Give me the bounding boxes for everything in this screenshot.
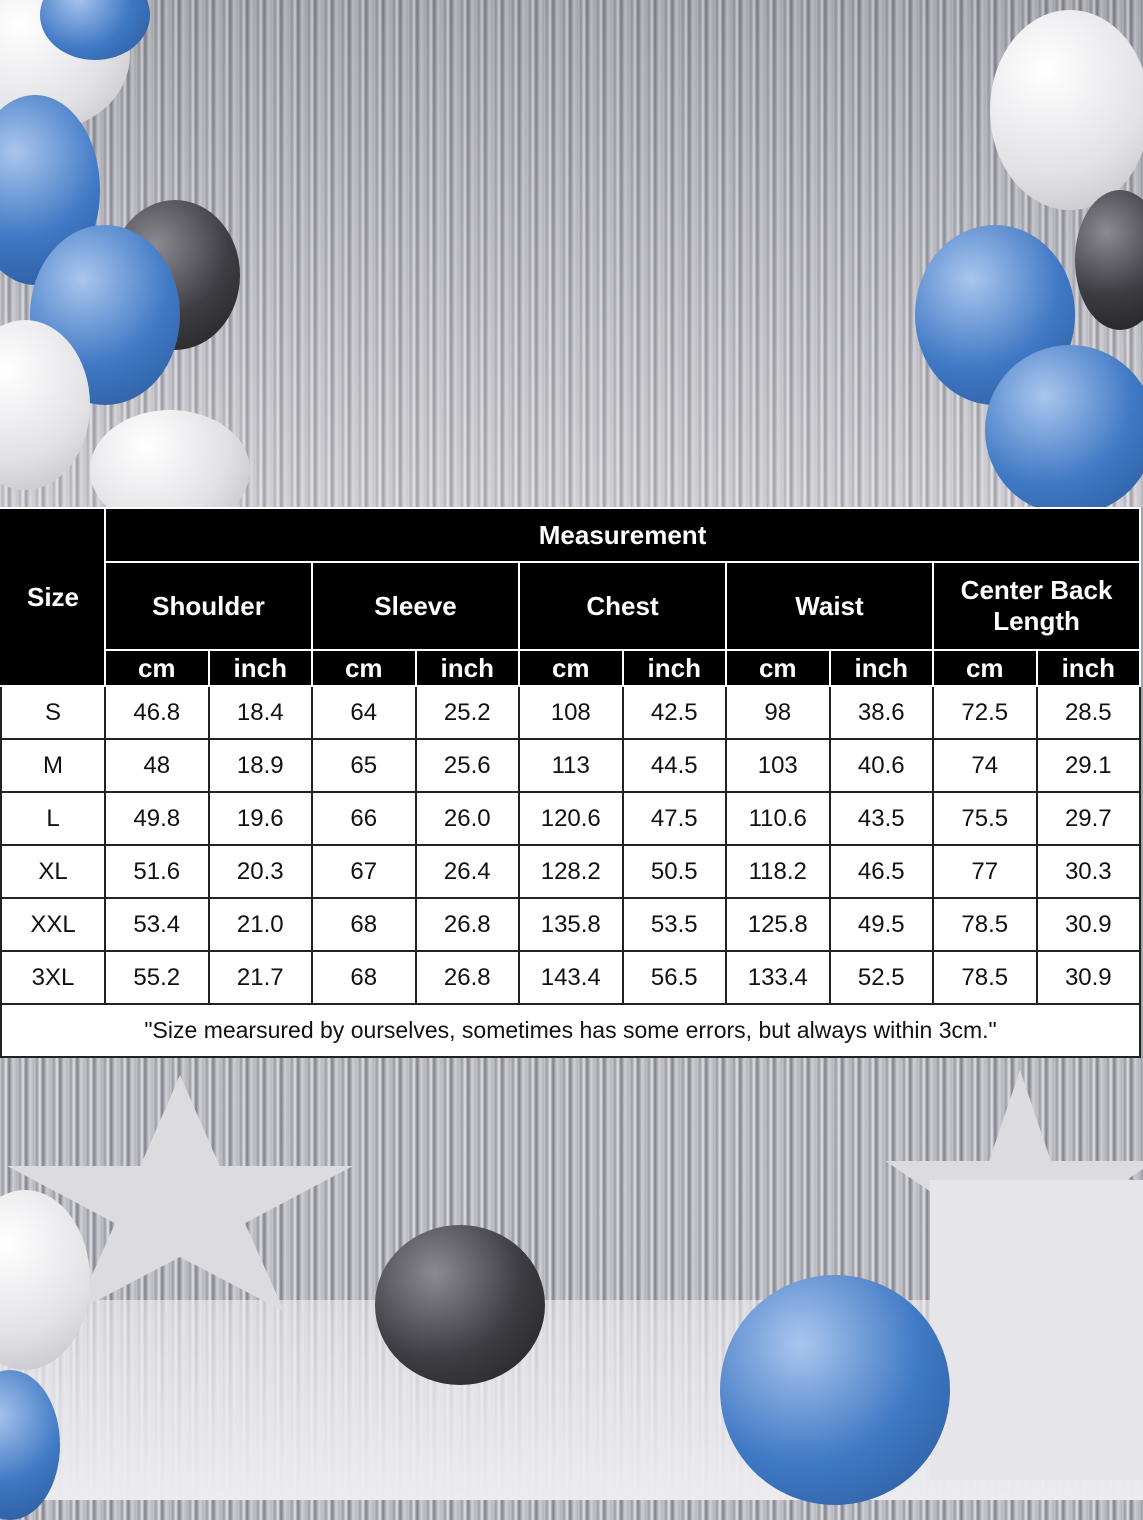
value-cell: 51.6 [104,844,210,899]
balloon [985,345,1143,515]
value-cell: 28.5 [1035,685,1142,740]
value-cell: 77 [932,844,1038,899]
balloon [720,1275,950,1505]
unit-header: inch [414,649,520,687]
value-cell: 30.9 [1035,950,1142,1005]
value-cell: 30.3 [1035,844,1142,899]
value-cell: 42.5 [621,685,727,740]
value-cell: 21.7 [207,950,313,1005]
value-cell: 29.7 [1035,791,1142,846]
value-cell: 43.5 [828,791,934,846]
value-cell: 38.6 [828,685,934,740]
unit-header: inch [1035,649,1142,687]
value-cell: 65 [311,738,417,793]
value-cell: 113 [518,738,624,793]
value-cell: 49.8 [104,791,210,846]
value-cell: 26.0 [414,791,520,846]
size-note: "Size mearsured by ourselves, sometimes … [0,1003,1142,1058]
size-chart-table: Size Measurement Shoulder Sleeve Chest Wais… [0,507,1142,1058]
value-cell: 48 [104,738,210,793]
table-row: 3XL 55.2 21.7 68 26.8 143.4 56.5 133.4 52.5 78.5 3… [0,950,1142,1005]
group-header-center-back-length: Center Back Length [931,561,1142,651]
value-cell: 78.5 [932,950,1038,1005]
table-row: L 49.8 19.6 66 26.0 120.6 47.5 110.6 43.5 75.5 29.… [0,791,1142,846]
size-header: Size [0,507,106,687]
table-row: XXL 53.4 21.0 68 26.8 135.8 53.5 125.8 49.5 78.5 3… [0,897,1142,952]
value-cell: 55.2 [104,950,210,1005]
value-cell: 74 [932,738,1038,793]
value-cell: 125.8 [725,897,831,952]
size-cell: XL [0,844,106,899]
measurement-header: Measurement [103,507,1142,563]
value-cell: 26.4 [414,844,520,899]
value-cell: 75.5 [932,791,1038,846]
unit-header: cm [311,649,417,687]
value-cell: 44.5 [621,738,727,793]
value-cell: 50.5 [621,844,727,899]
value-cell: 64 [311,685,417,740]
value-cell: 128.2 [518,844,624,899]
value-cell: 18.9 [207,738,313,793]
value-cell: 103 [725,738,831,793]
value-cell: 118.2 [725,844,831,899]
gift-box [930,1180,1143,1480]
unit-header: cm [518,649,624,687]
unit-header: inch [207,649,313,687]
value-cell: 21.0 [207,897,313,952]
value-cell: 53.4 [104,897,210,952]
size-cell: L [0,791,106,846]
value-cell: 143.4 [518,950,624,1005]
unit-header: inch [828,649,934,687]
value-cell: 26.8 [414,950,520,1005]
value-cell: 56.5 [621,950,727,1005]
value-cell: 67 [311,844,417,899]
table-row: M 48 18.9 65 25.6 113 44.5 103 40.6 74 29.1 [0,738,1142,793]
value-cell: 53.5 [621,897,727,952]
value-cell: 46.5 [828,844,934,899]
value-cell: 68 [311,950,417,1005]
value-cell: 120.6 [518,791,624,846]
table-row: S 46.8 18.4 64 25.2 108 42.5 98 38.6 72.5 28.5 [0,685,1142,740]
table-row: XL 51.6 20.3 67 26.4 128.2 50.5 118.2 46.5 77 30.3 [0,844,1142,899]
value-cell: 135.8 [518,897,624,952]
value-cell: 133.4 [725,950,831,1005]
value-cell: 25.2 [414,685,520,740]
group-header-chest: Chest [518,561,727,651]
unit-header: cm [932,649,1038,687]
unit-header: cm [725,649,831,687]
size-cell: M [0,738,106,793]
value-cell: 47.5 [621,791,727,846]
unit-header: cm [104,649,210,687]
group-header-shoulder: Shoulder [104,561,313,651]
size-cell: 3XL [0,950,106,1005]
value-cell: 110.6 [725,791,831,846]
value-cell: 29.1 [1035,738,1142,793]
value-cell: 98 [725,685,831,740]
size-cell: S [0,685,106,740]
value-cell: 20.3 [207,844,313,899]
value-cell: 46.8 [104,685,210,740]
value-cell: 30.9 [1035,897,1142,952]
balloon [1075,190,1143,330]
value-cell: 78.5 [932,897,1038,952]
balloon [375,1225,545,1385]
value-cell: 68 [311,897,417,952]
value-cell: 18.4 [207,685,313,740]
balloon [990,10,1143,210]
group-header-waist: Waist [725,561,934,651]
unit-header: inch [621,649,727,687]
value-cell: 19.6 [207,791,313,846]
value-cell: 108 [518,685,624,740]
value-cell: 52.5 [828,950,934,1005]
value-cell: 25.6 [414,738,520,793]
value-cell: 49.5 [828,897,934,952]
value-cell: 72.5 [932,685,1038,740]
value-cell: 40.6 [828,738,934,793]
value-cell: 66 [311,791,417,846]
size-cell: XXL [0,897,106,952]
value-cell: 26.8 [414,897,520,952]
group-header-sleeve: Sleeve [311,561,520,651]
